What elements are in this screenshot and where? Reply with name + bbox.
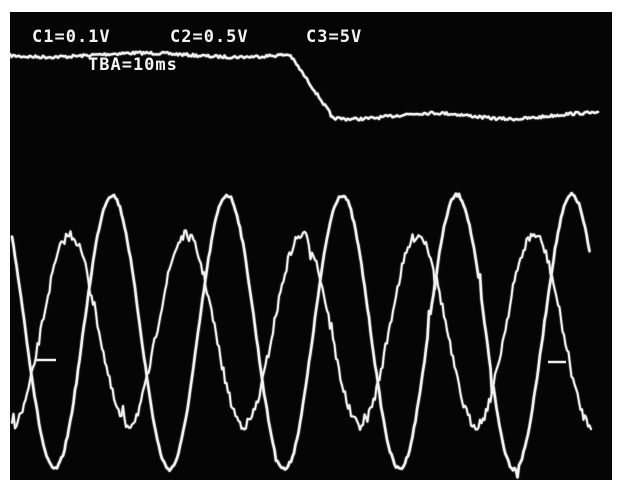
channel-readout: C1=0.1V: [32, 27, 111, 47]
screen: [10, 12, 612, 480]
timebase-readout: TBA=10ms: [88, 55, 178, 75]
channel-readout: C3=5V: [306, 27, 362, 47]
channel-readout: C2=0.5V: [170, 27, 249, 47]
